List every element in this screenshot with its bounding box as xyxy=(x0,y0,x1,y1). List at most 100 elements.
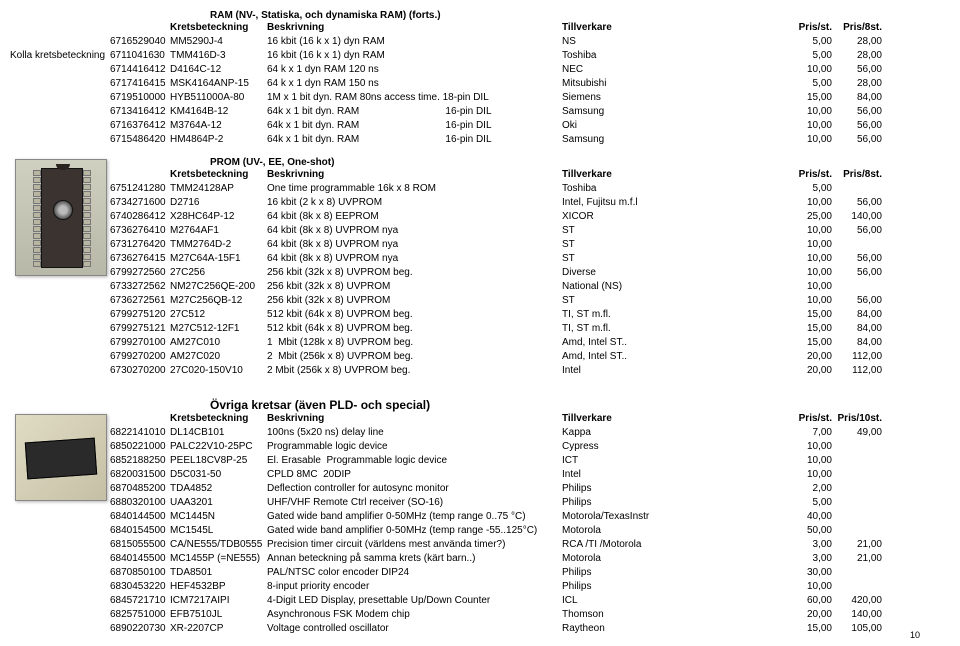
cell-price1: 25,00 xyxy=(782,210,832,224)
cell-mfr: Samsung xyxy=(562,105,782,119)
hdr-p2-prom: Pris/8st. xyxy=(832,168,882,182)
cell-part: EFB7510JL xyxy=(170,608,267,622)
cell-part: TDA8501 xyxy=(170,566,267,580)
cell-desc: 8-input priority encoder xyxy=(267,580,562,594)
table-row: 6890220730XR-2207CPVoltage controlled os… xyxy=(110,622,950,636)
cell-price2: 56,00 xyxy=(832,294,882,308)
cell-part: M27C512-12F1 xyxy=(170,322,267,336)
cell-mfr: ST xyxy=(562,224,782,238)
cell-price1: 15,00 xyxy=(782,336,832,350)
cell-part: AM27C010 xyxy=(170,336,267,350)
cell-price2: 112,00 xyxy=(832,350,882,364)
table-row: 679927512027C512512 kbit (64k x 8) UVPRO… xyxy=(110,308,950,322)
cell-price2: 49,00 xyxy=(832,426,882,440)
cell-mfr: Philips xyxy=(562,482,782,496)
cell-part: M3764A-12 xyxy=(170,119,267,133)
cell-price1: 40,00 xyxy=(782,510,832,524)
table-row: 6845721710ICM7217AIPI4-Digit LED Display… xyxy=(110,594,950,608)
cell-code: 6734271600 xyxy=(110,196,170,210)
cell-desc: PAL/NTSC color encoder DIP24 xyxy=(267,566,562,580)
check-label xyxy=(10,105,110,119)
table-row: 6799270200AM27C0202 Mbit (256k x 8) UVPR… xyxy=(110,350,950,364)
cell-mfr: National (NS) xyxy=(562,280,782,294)
cell-price1: 10,00 xyxy=(782,440,832,454)
cell-code: 6830453220 xyxy=(110,580,170,594)
hdr-p2: Pris/8st. xyxy=(832,21,882,35)
cell-part: M2764AF1 xyxy=(170,224,267,238)
cell-part: AM27C020 xyxy=(170,350,267,364)
cell-code: 6717416415 xyxy=(110,77,170,91)
cell-price2: 140,00 xyxy=(832,210,882,224)
cell-part: M27C256QB-12 xyxy=(170,294,267,308)
table-row: 6840144500MC1445NGated wide band amplifi… xyxy=(110,510,950,524)
cell-price1: 20,00 xyxy=(782,608,832,622)
cell-desc: 64 k x 1 dyn RAM 150 ns xyxy=(267,77,562,91)
cell-price1: 15,00 xyxy=(782,91,832,105)
cell-mfr: ST xyxy=(562,238,782,252)
header-row-ram: Kretsbeteckning Beskrivning Tillverkare … xyxy=(10,21,950,35)
cell-price2 xyxy=(832,482,882,496)
cell-code: 6713416412 xyxy=(110,105,170,119)
cell-desc: Asynchronous FSK Modem chip xyxy=(267,608,562,622)
table-row: 6717416415MSK4164ANP-1564 k x 1 dyn RAM … xyxy=(10,77,950,91)
cell-price2: 56,00 xyxy=(832,196,882,210)
cell-price2: 84,00 xyxy=(832,308,882,322)
table-row: 6799270100AM27C0101 Mbit (128k x 8) UVPR… xyxy=(110,336,950,350)
cell-desc: 1 Mbit (128k x 8) UVPROM beg. xyxy=(267,336,562,350)
cell-part: TMM2764D-2 xyxy=(170,238,267,252)
cell-mfr: Philips xyxy=(562,496,782,510)
cell-desc: 2 Mbit (256k x 8) UVPROM beg. xyxy=(267,364,562,378)
cell-desc: Annan beteckning på samma krets (kärt ba… xyxy=(267,552,562,566)
table-row: Kolla kretsbeteckning6711041630TMM416D-3… xyxy=(10,49,950,63)
cell-part: HEF4532BP xyxy=(170,580,267,594)
hdr-p1: Pris/st. xyxy=(782,21,832,35)
cell-code: 6799272560 xyxy=(110,266,170,280)
cell-part: XR-2207CP xyxy=(170,622,267,636)
cell-mfr: Amd, Intel ST.. xyxy=(562,350,782,364)
table-row: 6715486420HM4864P-264k x 1 bit dyn. RAM … xyxy=(10,133,950,147)
table-row: 6822141010DL14CB101100ns (5x20 ns) delay… xyxy=(110,426,950,440)
cell-part: NM27C256QE-200 xyxy=(170,280,267,294)
table-row: 6870485200TDA4852Deflection controller f… xyxy=(110,482,950,496)
cell-mfr: ST xyxy=(562,252,782,266)
check-label xyxy=(10,133,110,147)
check-label xyxy=(10,63,110,77)
cell-price2: 140,00 xyxy=(832,608,882,622)
cell-price1: 10,00 xyxy=(782,252,832,266)
cell-part: UAA3201 xyxy=(170,496,267,510)
cell-price1: 5,00 xyxy=(782,49,832,63)
cell-code: 6870485200 xyxy=(110,482,170,496)
cell-desc: 256 kbit (32k x 8) UVPROM xyxy=(267,280,562,294)
table-row: 6820031500D5C031-50CPLD 8MC 20DIPIntel10… xyxy=(110,468,950,482)
cell-price2: 56,00 xyxy=(832,105,882,119)
cell-price2 xyxy=(832,440,882,454)
check-label xyxy=(10,35,110,49)
cell-mfr: Mitsubishi xyxy=(562,77,782,91)
hdr-part-prom: Kretsbeteckning xyxy=(170,168,267,182)
cell-desc: 64 kbit (8k x 8) EEPROM xyxy=(267,210,562,224)
cell-mfr: NEC xyxy=(562,63,782,77)
table-row: 6736276410M2764AF164 kbit (8k x 8) UVPRO… xyxy=(110,224,950,238)
hdr-p1-prom: Pris/st. xyxy=(782,168,832,182)
section-title-ram: RAM (NV-, Statiska, och dynamiska RAM) (… xyxy=(210,10,950,21)
cell-mfr: Motorola xyxy=(562,552,782,566)
cell-mfr: Motorola xyxy=(562,524,782,538)
cell-mfr: Thomson xyxy=(562,608,782,622)
cell-part: KM4164B-12 xyxy=(170,105,267,119)
cell-code: 6840154500 xyxy=(110,524,170,538)
cell-price2: 56,00 xyxy=(832,252,882,266)
cell-price2 xyxy=(832,468,882,482)
cell-part: MC1445N xyxy=(170,510,267,524)
cell-code: 6890220730 xyxy=(110,622,170,636)
cell-part: TDA4852 xyxy=(170,482,267,496)
table-row: 6852188250PEEL18CV8P-25El. Erasable Prog… xyxy=(110,454,950,468)
cell-code: 6825751000 xyxy=(110,608,170,622)
cell-price1: 3,00 xyxy=(782,538,832,552)
cell-desc: El. Erasable Programmable logic device xyxy=(267,454,562,468)
cell-part: HM4864P-2 xyxy=(170,133,267,147)
cell-mfr: Siemens xyxy=(562,91,782,105)
cell-code: 6730270200 xyxy=(110,364,170,378)
cell-price2 xyxy=(832,524,882,538)
table-row: 6713416412KM4164B-1264k x 1 bit dyn. RAM… xyxy=(10,105,950,119)
hdr-mfr-other: Tillverkare xyxy=(562,412,782,426)
